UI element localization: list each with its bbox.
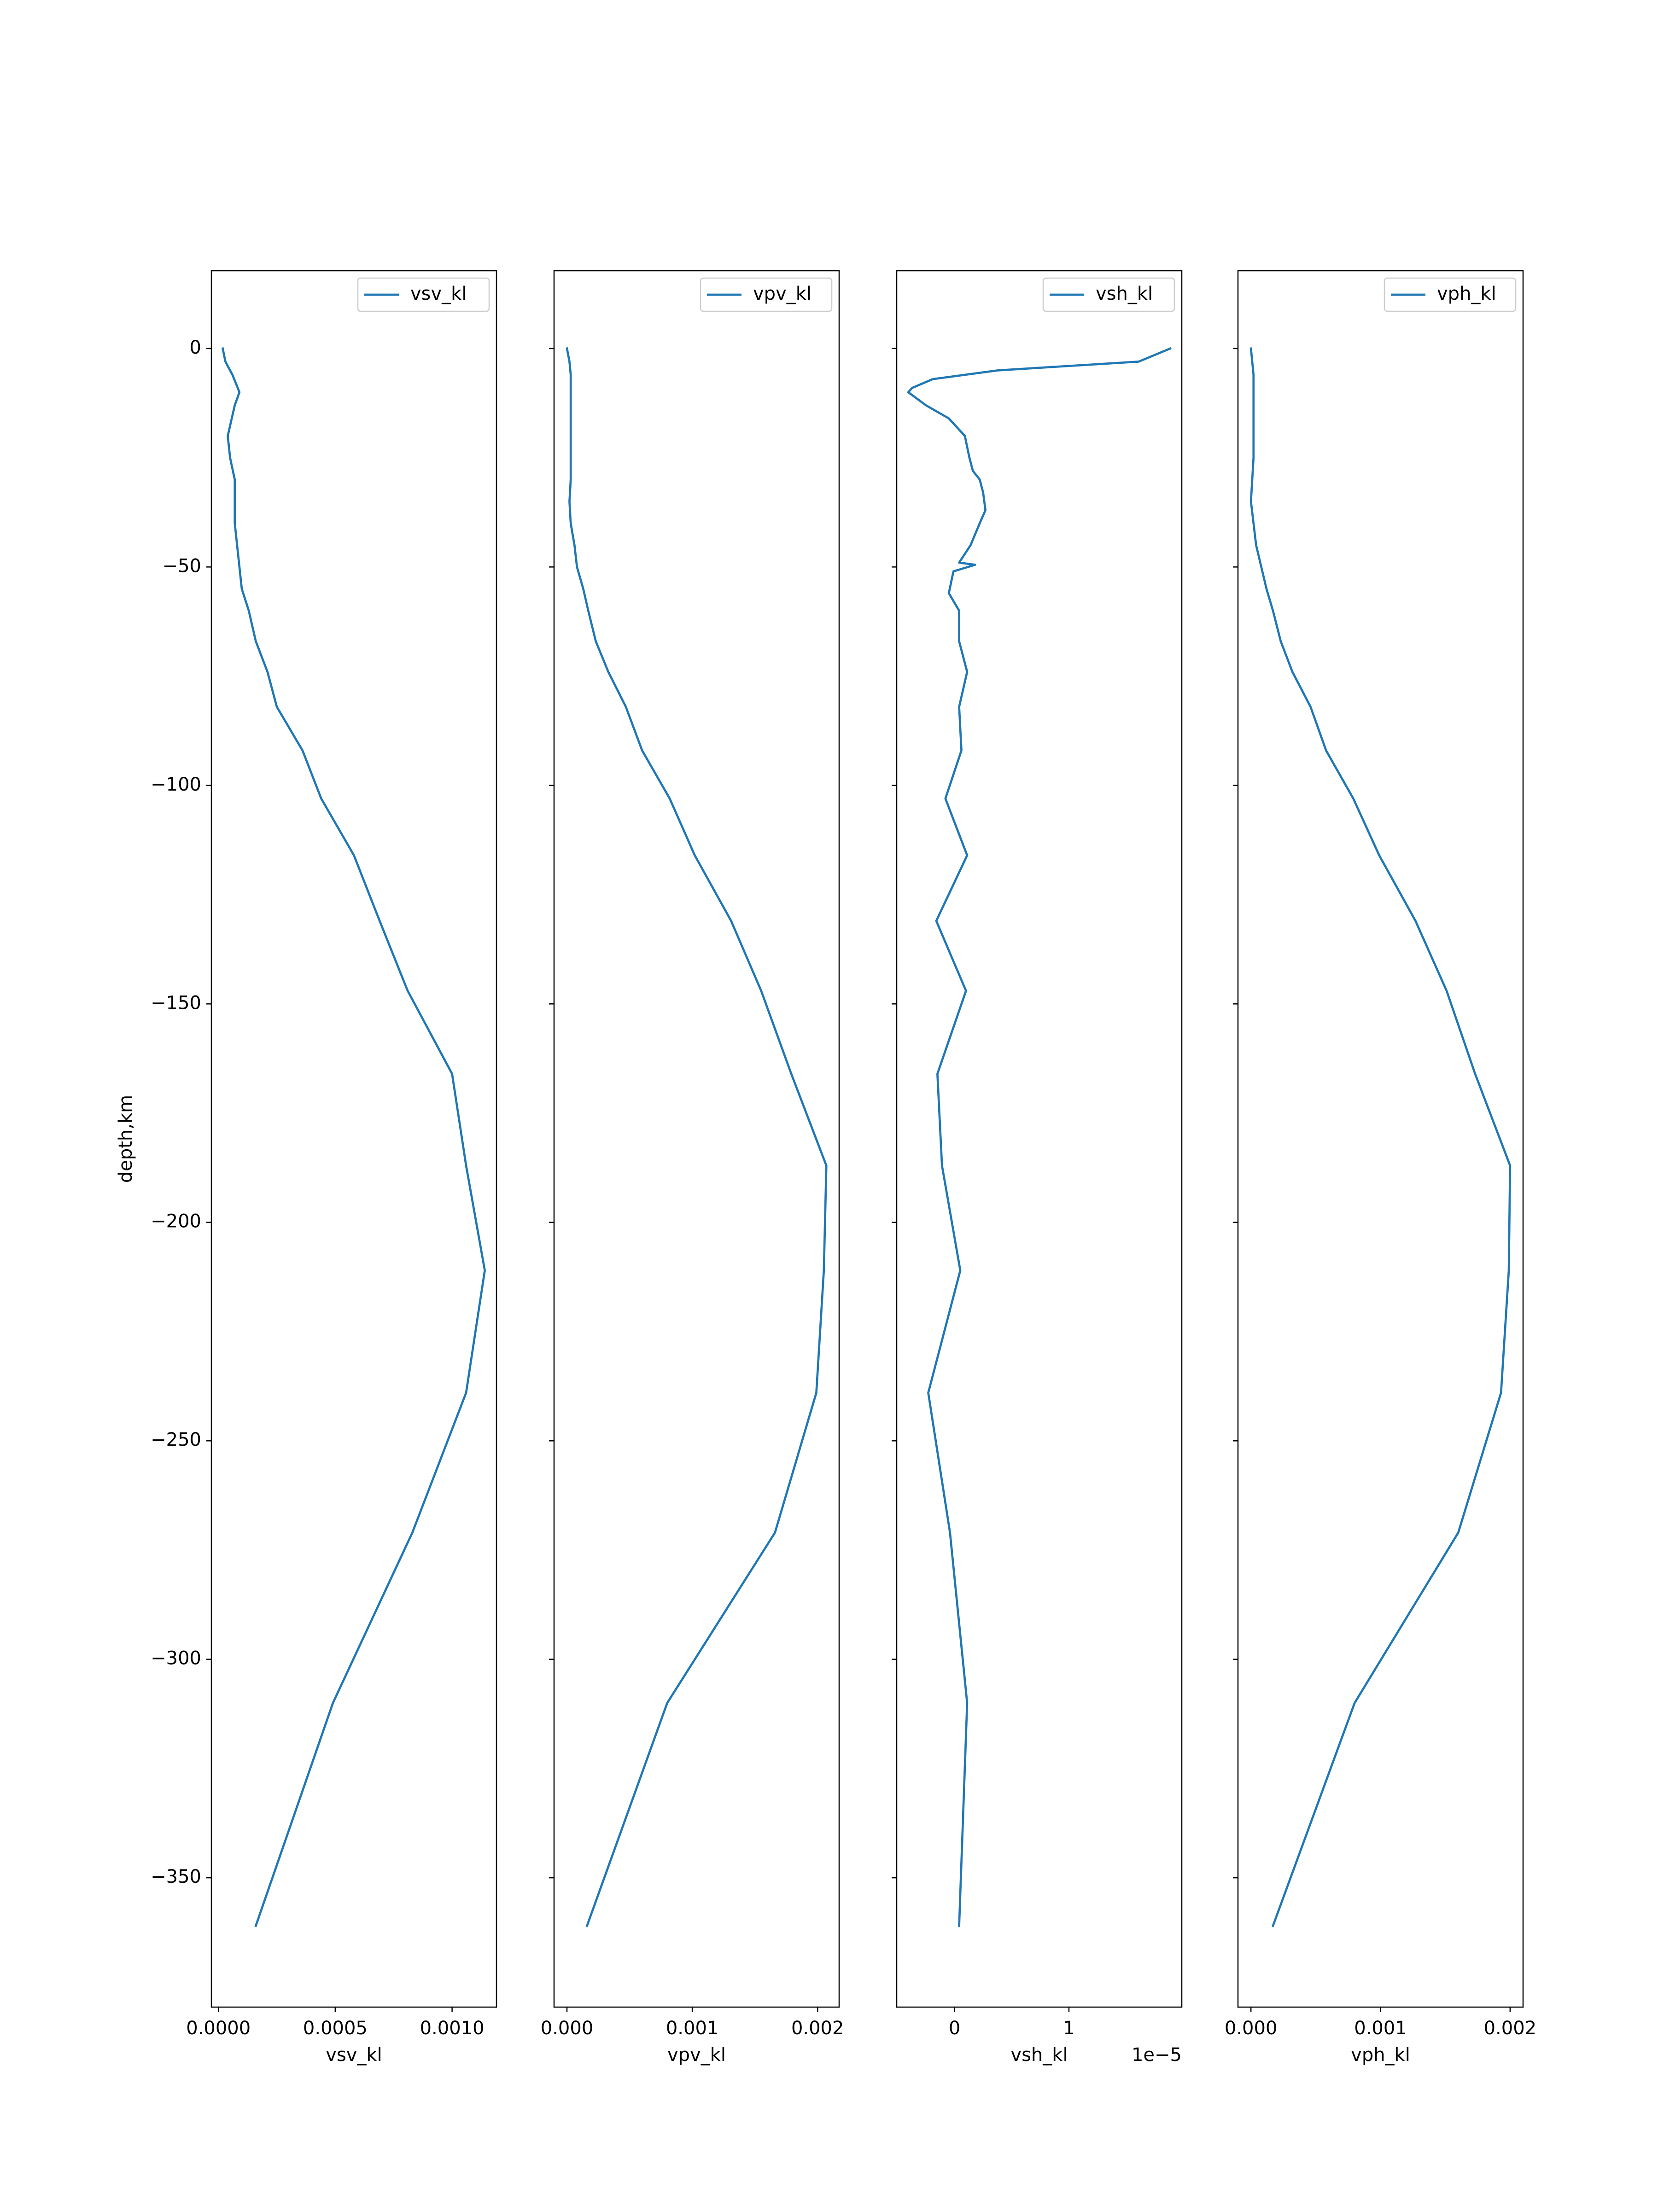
legend-box <box>357 277 490 312</box>
x-tick-label: 0.0005 <box>303 2018 368 2039</box>
y-tick-label: −300 <box>151 1648 201 1669</box>
legend-label: vph_kl <box>1437 283 1496 304</box>
x-tick-label: 0.000 <box>541 2018 594 2039</box>
legend-box <box>700 277 833 312</box>
legend-box <box>1042 277 1175 312</box>
data-line <box>907 347 1172 1927</box>
x-tick-label: 0.001 <box>1354 2018 1407 2039</box>
y-tick-label: −250 <box>151 1429 201 1450</box>
y-tick-label: −100 <box>151 774 201 795</box>
data-line <box>221 347 486 1927</box>
x-tick-label: 0.002 <box>1484 2018 1537 2039</box>
y-tick-label: 0 <box>190 337 201 358</box>
x-axis-label: vph_kl <box>1351 2044 1410 2066</box>
y-tick-label: −200 <box>151 1211 201 1232</box>
x-tick-label: 0 <box>949 2018 960 2039</box>
x-tick-label: 0.0010 <box>420 2018 485 2039</box>
y-axis-label: depth,km <box>115 1095 136 1183</box>
legend-label: vpv_kl <box>753 283 811 304</box>
x-axis-label: vsv_kl <box>326 2044 382 2066</box>
y-tick-label: −50 <box>163 555 201 576</box>
x-tick-label: 0.0000 <box>186 2018 251 2039</box>
x-tick-label: 0.000 <box>1225 2018 1278 2039</box>
y-tick-label: −350 <box>151 1866 201 1887</box>
legend-box <box>1384 277 1517 312</box>
legend-label: vsh_kl <box>1096 283 1153 304</box>
x-offset-text: 1e−5 <box>1132 2044 1182 2066</box>
legend-label: vsv_kl <box>410 283 467 304</box>
x-axis-label: vpv_kl <box>667 2044 726 2066</box>
axes-frame <box>896 270 1183 2008</box>
x-tick-label: 0.001 <box>666 2018 719 2039</box>
data-line <box>1249 347 1512 1927</box>
axes-frame <box>553 270 840 2008</box>
axes-frame <box>1237 270 1524 2008</box>
x-tick-label: 0.002 <box>791 2018 844 2039</box>
y-tick-label: −150 <box>151 992 201 1013</box>
axes-frame <box>210 270 497 2008</box>
x-axis-label: vsh_kl <box>1010 2044 1068 2066</box>
data-line <box>566 347 828 1927</box>
x-tick-label: 1 <box>1063 2018 1074 2039</box>
